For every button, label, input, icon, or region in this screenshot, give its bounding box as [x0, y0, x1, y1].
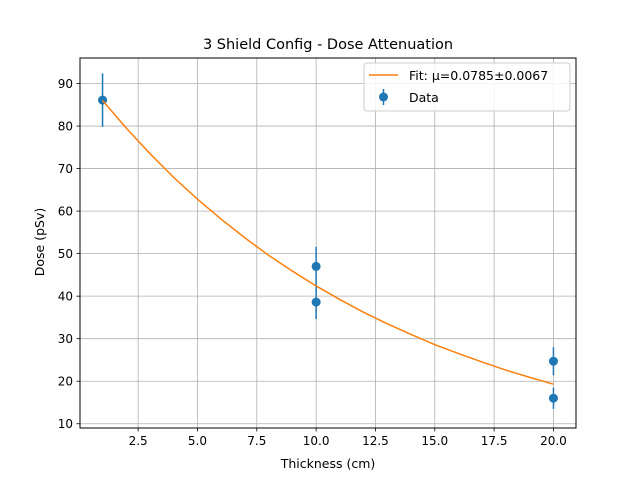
y-tick-label: 90 — [58, 77, 73, 91]
fit-curve — [101, 100, 554, 385]
y-axis-label: Dose (pSv) — [32, 208, 47, 276]
x-tick-label: 10.0 — [303, 434, 330, 448]
axes-frame — [79, 57, 577, 429]
legend: Fit: μ=0.0785±0.0067 Data — [363, 62, 571, 112]
data-point — [548, 393, 558, 403]
y-tick-label: 20 — [58, 375, 73, 389]
x-tick-label: 2.5 — [129, 434, 148, 448]
data-point — [311, 261, 321, 271]
legend-box — [363, 62, 571, 112]
grid — [80, 58, 576, 428]
y-tick-label: 70 — [58, 162, 73, 176]
data-point — [311, 297, 321, 307]
y-tick-label: 30 — [58, 332, 73, 346]
axis-ticks: 2.5 5.0 7.5 10.0 12.5 15.0 17.5 20.0 10 20 30 40 50 6… — [58, 77, 567, 448]
x-tick-label: 17.5 — [481, 434, 508, 448]
y-tick-label: 50 — [58, 247, 73, 261]
legend-data-marker-swatch — [379, 92, 388, 102]
x-tick-label: 5.0 — [188, 434, 207, 448]
y-tick-label: 40 — [58, 290, 73, 304]
x-axis-label: Thickness (cm) — [280, 456, 376, 471]
x-tick-label: 7.5 — [247, 434, 266, 448]
x-tick-label: 20.0 — [540, 434, 567, 448]
legend-fit-label: Fit: μ=0.0785±0.0067 — [409, 68, 548, 83]
x-tick-label: 12.5 — [362, 434, 389, 448]
legend-data-label: Data — [409, 90, 439, 105]
y-tick-label: 60 — [58, 205, 73, 219]
chart-title: 3 Shield Config - Dose Attenuation — [203, 37, 453, 53]
y-tick-label: 80 — [58, 120, 73, 134]
data-point — [548, 356, 558, 366]
plot-area — [98, 73, 558, 409]
x-tick-label: 15.0 — [421, 434, 448, 448]
y-tick-label: 10 — [58, 417, 73, 431]
